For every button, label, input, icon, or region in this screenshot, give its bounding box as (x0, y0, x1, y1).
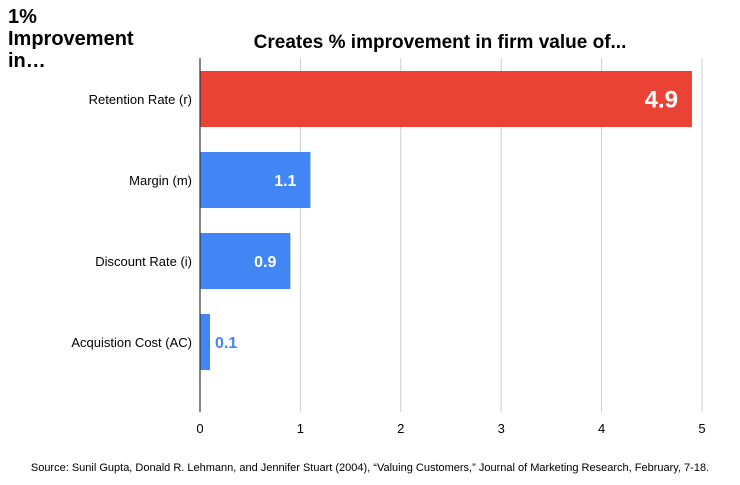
x-tick-label: 1 (297, 421, 304, 436)
data-label: 4.9 (645, 87, 678, 114)
data-label: 0.9 (254, 254, 276, 271)
data-label: 0.1 (215, 335, 237, 352)
x-tick-label: 3 (498, 421, 505, 436)
side-label: 1% Improvement in… (8, 6, 134, 72)
x-tick-label: 2 (397, 421, 404, 436)
x-tick-label: 0 (196, 421, 203, 436)
bar (200, 71, 692, 127)
category-label: Margin (m) (129, 173, 192, 188)
category-label: Acquistion Cost (AC) (71, 335, 192, 350)
source-citation: Source: Sunil Gupta, Donald R. Lehmann, … (30, 462, 710, 474)
category-label: Discount Rate (i) (95, 254, 192, 269)
data-label: 1.1 (274, 173, 296, 190)
x-tick-label: 5 (698, 421, 705, 436)
category-label: Retention Rate (r) (89, 92, 192, 107)
chart-title: Creates % improvement in firm value of..… (253, 32, 627, 53)
bar (200, 152, 311, 208)
bar (200, 233, 291, 289)
bar (200, 314, 211, 370)
x-tick-label: 4 (598, 421, 605, 436)
